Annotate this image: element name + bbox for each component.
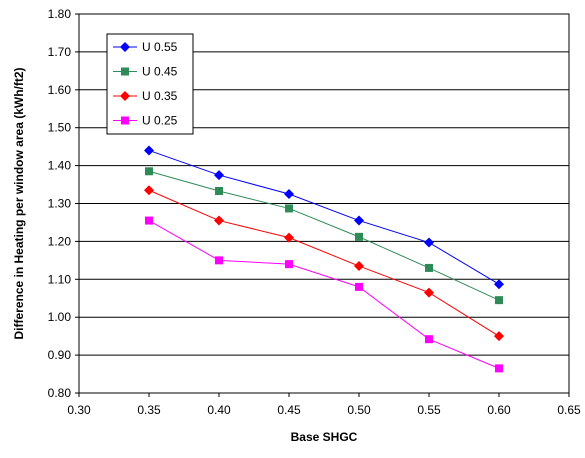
legend-marker [121, 116, 129, 125]
legend-marker [121, 67, 129, 76]
x-tick-label: 0.65 [557, 403, 581, 417]
x-tick-label: 0.55 [417, 403, 441, 417]
data-point [284, 189, 294, 200]
y-axis-title: Difference in Heating per window area (k… [12, 67, 26, 339]
legend-item: U 0.25 [113, 114, 178, 128]
y-tick-label: 1.60 [48, 83, 72, 97]
series-line [148, 170, 500, 301]
series-layer [144, 145, 504, 373]
data-point [354, 215, 364, 226]
series-line [148, 220, 500, 369]
y-tick-label: 1.20 [48, 234, 72, 248]
legend-label: U 0.35 [142, 89, 178, 103]
x-tick-label: 0.40 [207, 403, 231, 417]
y-tick-label: 1.40 [48, 159, 72, 173]
data-point [495, 296, 503, 305]
data-point [145, 167, 153, 176]
series-U-055 [144, 145, 504, 290]
data-point [214, 215, 224, 226]
series-U-035 [144, 185, 504, 342]
x-tick-label: 0.60 [487, 403, 511, 417]
series-U-025 [145, 216, 503, 373]
y-axis-ticks: 0.80 0.90 1.00 1.10 1.20 1.30 1.40 1.50 1.60 1.70… [48, 7, 79, 400]
legend-marker [120, 91, 130, 101]
data-point [285, 204, 293, 213]
data-point [354, 261, 364, 272]
y-tick-label: 0.80 [48, 386, 72, 400]
data-point [425, 335, 433, 344]
x-tick-label: 0.30 [67, 403, 91, 417]
data-point [495, 364, 503, 373]
data-point [215, 186, 223, 195]
y-tick-label: 1.30 [48, 197, 72, 211]
legend-label: U 0.55 [142, 40, 178, 54]
data-point [214, 170, 224, 181]
data-point [144, 145, 154, 156]
data-point [285, 260, 293, 269]
data-point [425, 263, 433, 272]
legend-item: U 0.35 [113, 89, 178, 103]
y-tick-label: 1.70 [48, 45, 72, 59]
x-axis-ticks: 0.30 0.35 0.40 0.45 0.50 0.55 0.60 0.65 [67, 393, 581, 417]
y-tick-label: 1.00 [48, 310, 72, 324]
series-line [148, 189, 500, 337]
x-axis-title: Base SHGC [291, 430, 358, 444]
data-point [355, 232, 363, 241]
legend: U 0.55 U 0.45 U 0.35 U 0.25 [106, 33, 194, 135]
legend-item: U 0.45 [113, 65, 178, 79]
data-point [284, 232, 294, 243]
data-point [494, 331, 504, 342]
data-point [494, 279, 504, 290]
x-tick-label: 0.45 [277, 403, 301, 417]
legend-label: U 0.25 [142, 114, 178, 128]
x-tick-label: 0.50 [347, 403, 371, 417]
legend-marker [120, 42, 130, 52]
series-line [148, 149, 500, 285]
legend-item: U 0.55 [113, 40, 178, 54]
data-point [355, 282, 363, 291]
data-point [424, 237, 434, 248]
y-tick-label: 1.50 [48, 121, 72, 135]
y-tick-label: 0.90 [48, 348, 72, 362]
data-point [144, 185, 154, 196]
legend-label: U 0.45 [142, 65, 178, 79]
y-tick-label: 1.80 [48, 7, 72, 21]
data-point [215, 256, 223, 265]
data-point [424, 287, 434, 298]
data-point [145, 216, 153, 225]
x-tick-label: 0.35 [137, 403, 161, 417]
y-tick-label: 1.10 [48, 272, 72, 286]
series-U-045 [145, 167, 503, 305]
